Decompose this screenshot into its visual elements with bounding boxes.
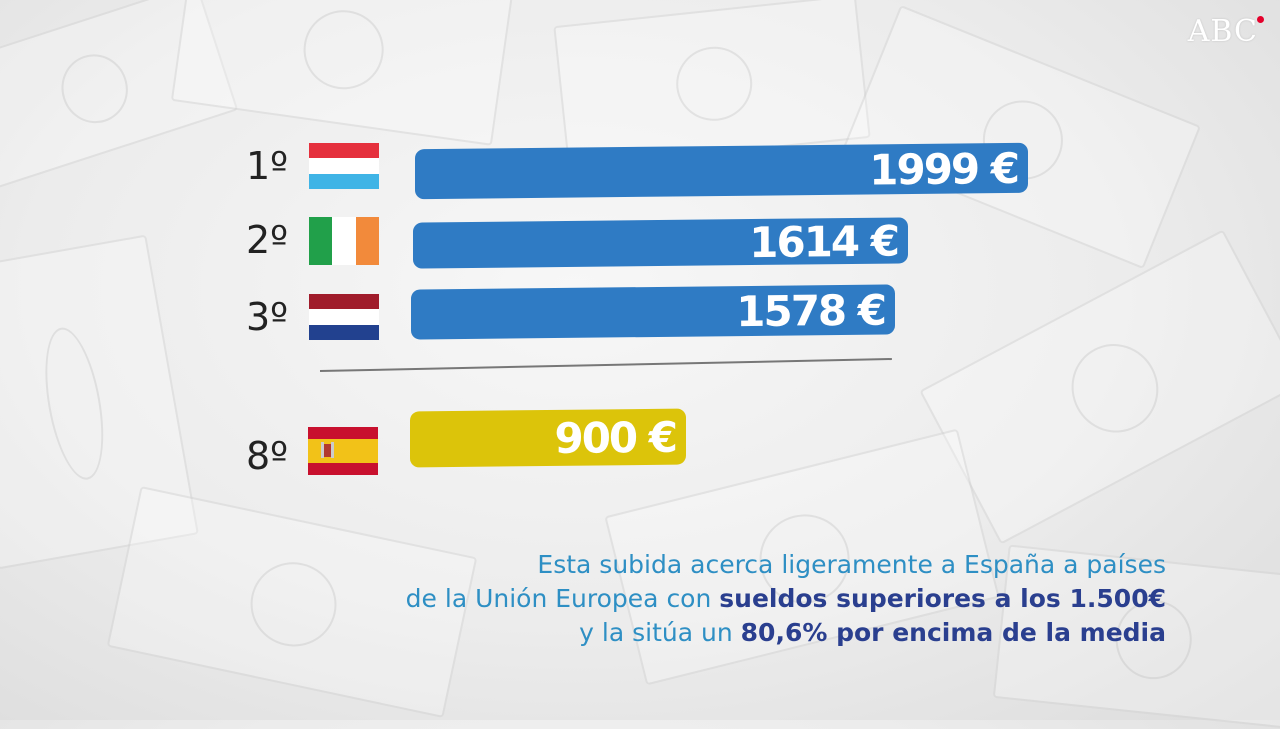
rank-label-1: 1º: [245, 144, 289, 188]
caption-line-3-plain: y la sitúa un: [579, 618, 741, 647]
bar-value-label-1: 1999 €: [869, 143, 1018, 194]
caption-line-2-bold: sueldos superiores a los 1.500€: [719, 584, 1166, 613]
bar-value-label-3: 1578 €: [736, 285, 885, 336]
bar-value-label-8: 900 €: [554, 412, 676, 463]
luxembourg-flag-icon: [309, 143, 379, 189]
rank-label-8: 8º: [245, 434, 289, 478]
bar-1: 1999 €: [415, 142, 1028, 200]
bar-3: 1578 €: [411, 284, 895, 340]
bar-8: 900 €: [410, 408, 686, 468]
rank-label-2: 2º: [245, 218, 289, 262]
netherlands-flag-icon: [309, 294, 379, 340]
spain-flag-icon: [308, 427, 378, 475]
caption-line-3-bold: 80,6% por encima de la media: [740, 618, 1166, 647]
banknote-decoration: [170, 0, 514, 146]
caption-line-1: Esta subida acerca ligeramente a España …: [537, 550, 1166, 579]
caption-line-2: de la Unión Europea con sueldos superior…: [406, 582, 1166, 616]
abc-logo: ABC: [1187, 14, 1264, 49]
ranking-divider: [319, 358, 892, 372]
bar-2: 1614 €: [413, 216, 908, 269]
ireland-flag-icon: [309, 217, 379, 265]
logo-text: ABC: [1187, 14, 1258, 49]
rank-label-3: 3º: [245, 295, 289, 339]
caption-line-2-plain: de la Unión Europea con: [405, 584, 720, 613]
caption-line-3: y la sitúa un 80,6% por encima de la med…: [406, 616, 1166, 650]
bar-value-label-2: 1614 €: [749, 216, 898, 267]
logo-dot: [1257, 16, 1264, 23]
caption-text: Esta subida acerca ligeramente a España …: [406, 548, 1166, 650]
